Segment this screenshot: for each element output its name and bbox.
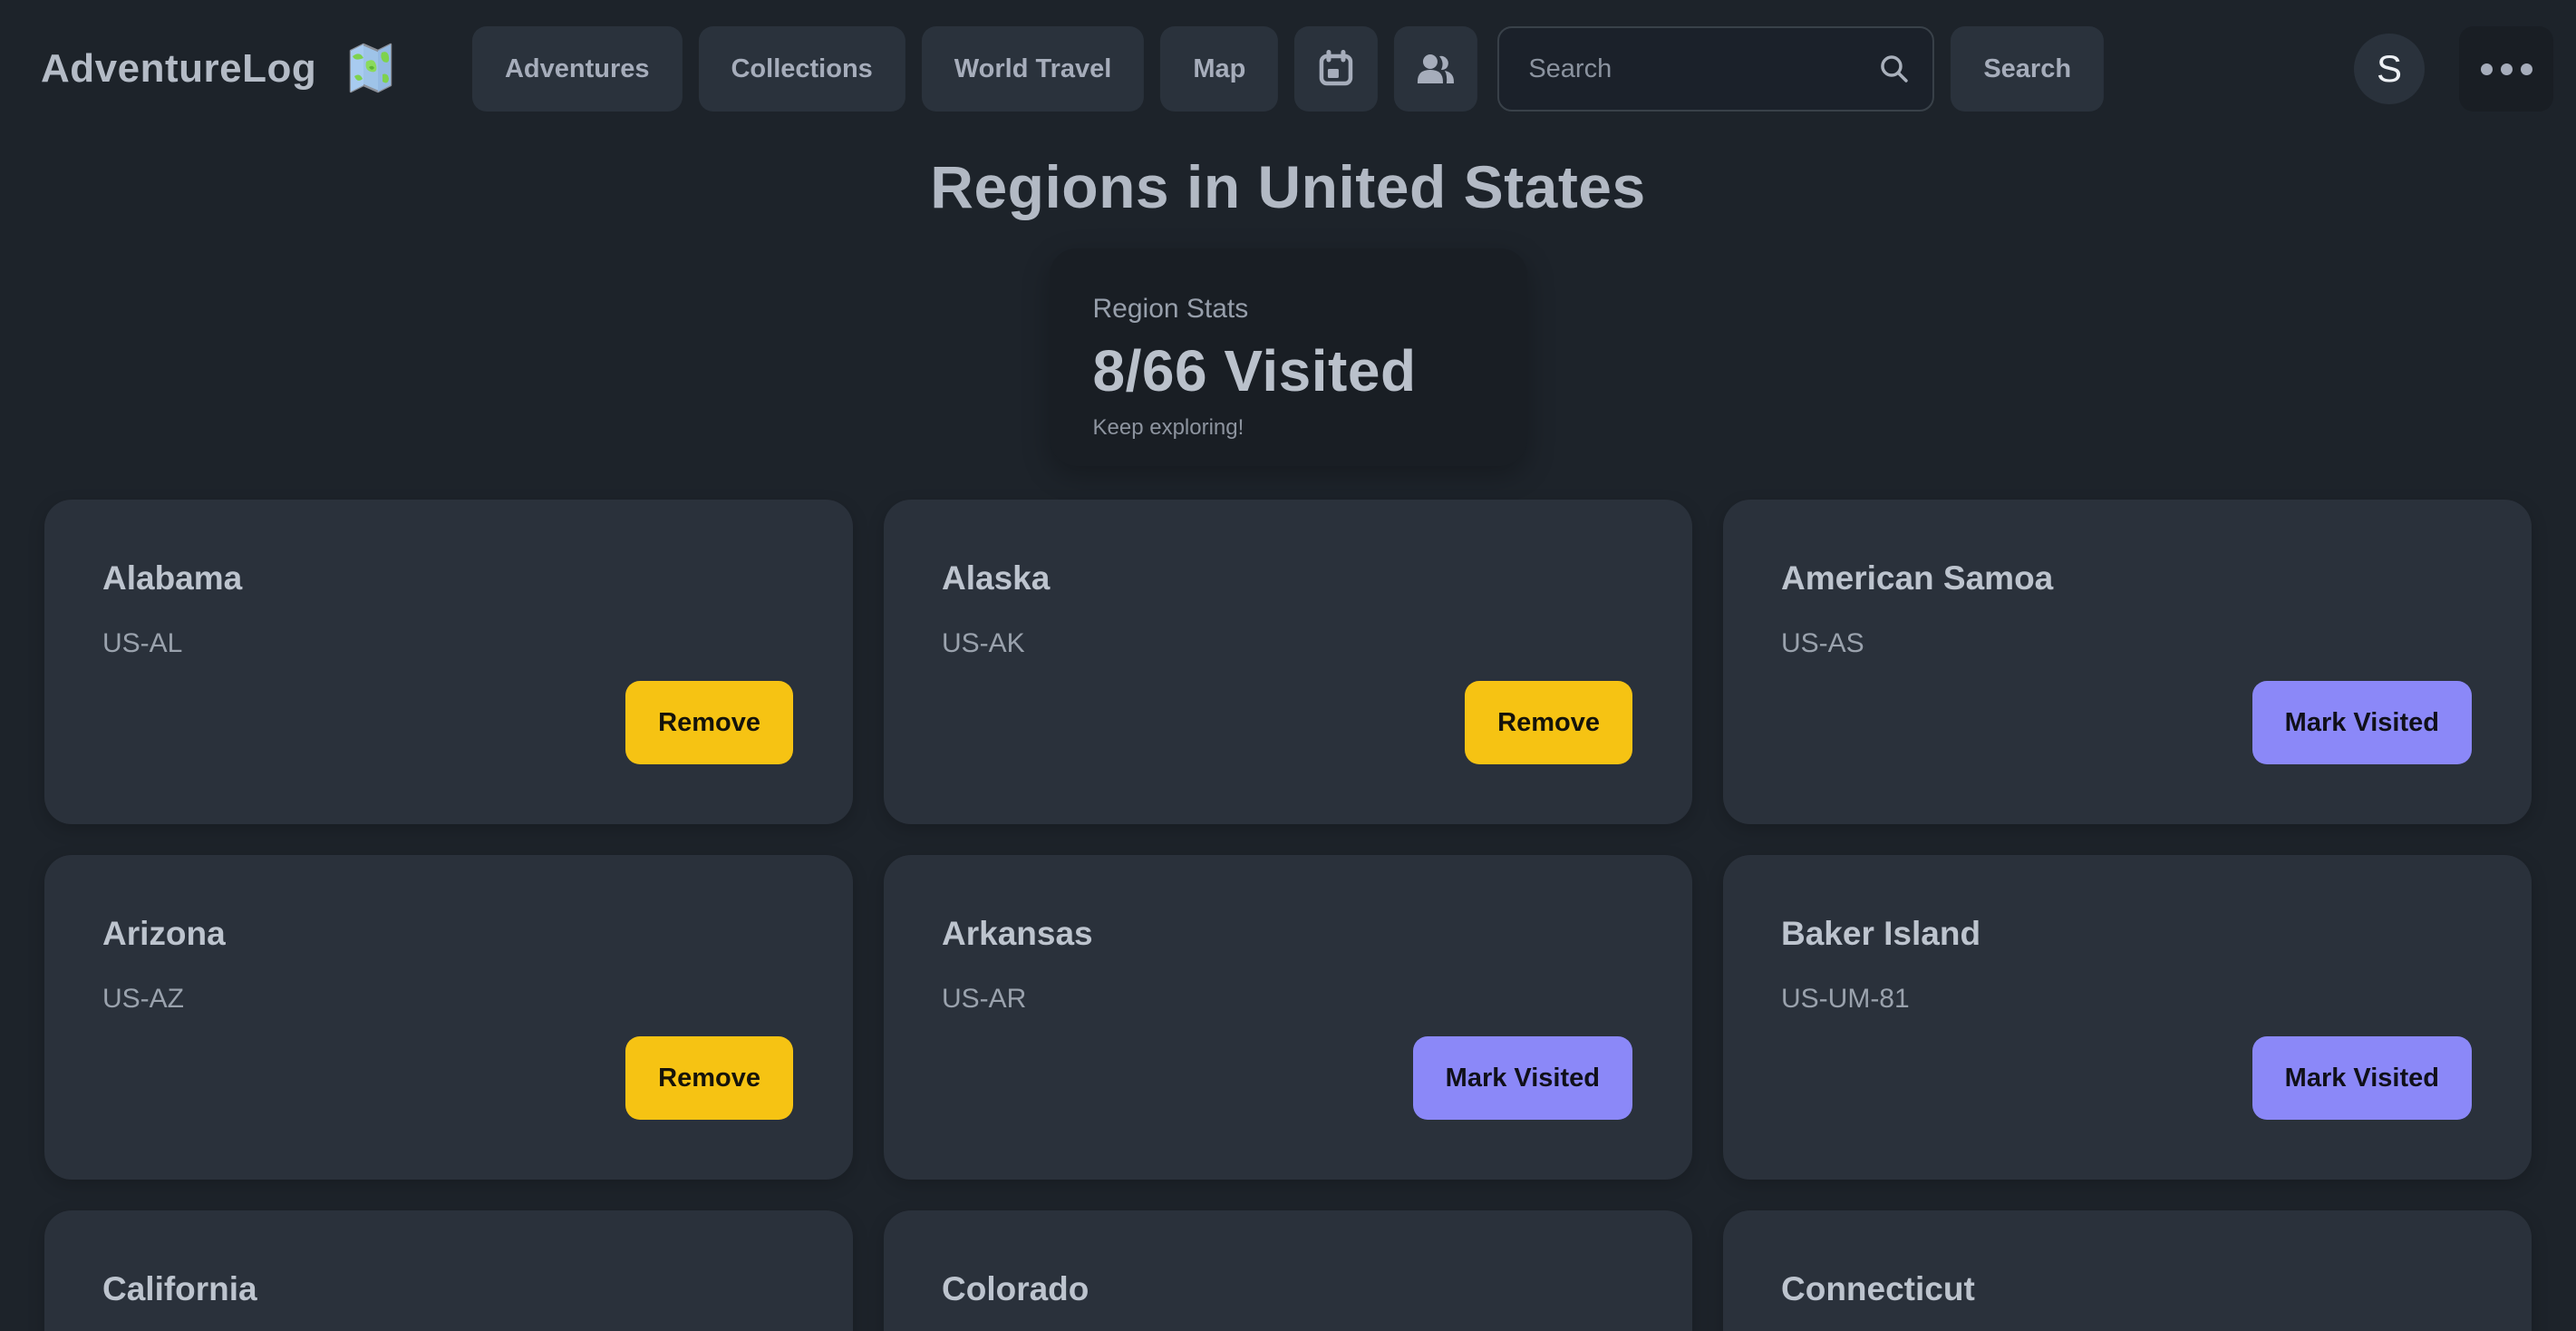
remove-button[interactable]: Remove bbox=[1465, 681, 1632, 764]
nav-item-adventures[interactable]: Adventures bbox=[471, 26, 683, 112]
avatar-initial: S bbox=[2376, 47, 2402, 90]
more-options-button[interactable] bbox=[2459, 26, 2553, 112]
region-name: Colorado bbox=[942, 1270, 1089, 1307]
region-card: Connecticut US-CT bbox=[1723, 1210, 2532, 1331]
calendar-button[interactable] bbox=[1294, 26, 1379, 112]
region-name: Alaska bbox=[942, 559, 1051, 597]
remove-button[interactable]: Remove bbox=[625, 681, 793, 764]
page-title: Regions in United States bbox=[930, 153, 1646, 220]
region-name: California bbox=[102, 1270, 257, 1307]
region-name: Connecticut bbox=[1781, 1270, 1975, 1307]
region-name: Arkansas bbox=[942, 915, 1093, 952]
calendar-icon bbox=[1316, 49, 1356, 89]
brand-title: AdventureLog bbox=[41, 46, 317, 91]
users-button[interactable] bbox=[1394, 26, 1478, 112]
brand-link[interactable]: AdventureLog bbox=[41, 40, 400, 98]
search-container bbox=[1497, 26, 1935, 112]
region-card: Arizona US-AZ Remove bbox=[44, 855, 853, 1180]
stats-label: Region Stats bbox=[1092, 294, 1249, 324]
nav-item-world-travel[interactable]: World Travel bbox=[921, 26, 1145, 112]
users-icon bbox=[1415, 49, 1457, 89]
region-card: Alabama US-AL Remove bbox=[44, 500, 853, 824]
mark-visited-button[interactable]: Mark Visited bbox=[2252, 681, 2472, 764]
region-code: US-UM-81 bbox=[1781, 984, 1910, 1014]
nav-item-map[interactable]: Map bbox=[1160, 26, 1279, 112]
region-card: Alaska US-AK Remove bbox=[884, 500, 1692, 824]
region-code: US-AZ bbox=[102, 984, 184, 1014]
navbar-right: S bbox=[2354, 26, 2553, 112]
regions-grid: Alabama US-AL Remove Alaska US-AK Remove… bbox=[44, 500, 2532, 1331]
map-emoji-icon bbox=[342, 40, 400, 98]
mark-visited-button[interactable]: Mark Visited bbox=[1412, 1036, 1632, 1120]
region-card: Colorado US-CO bbox=[884, 1210, 1692, 1331]
stats-value: 8/66 Visited bbox=[1092, 338, 1417, 403]
region-code: US-AR bbox=[942, 984, 1027, 1014]
region-name: Alabama bbox=[102, 559, 243, 597]
region-code: US-AS bbox=[1781, 628, 1864, 658]
region-card: California US-CA bbox=[44, 1210, 853, 1331]
region-card: Baker Island US-UM-81 Mark Visited bbox=[1723, 855, 2532, 1180]
nav-item-collections[interactable]: Collections bbox=[698, 26, 905, 112]
avatar[interactable]: S bbox=[2354, 34, 2425, 104]
search-button[interactable]: Search bbox=[1951, 26, 2105, 112]
region-stats-card: Region Stats 8/66 Visited Keep exploring… bbox=[1049, 248, 1527, 466]
region-card: Arkansas US-AR Mark Visited bbox=[884, 855, 1692, 1180]
region-code: US-AL bbox=[102, 628, 183, 658]
navbar: AdventureLog Adventures Collections Worl bbox=[0, 0, 2576, 138]
nav-menu: Adventures Collections World Travel Map bbox=[471, 26, 2105, 112]
region-name: Arizona bbox=[102, 915, 226, 952]
region-name: American Samoa bbox=[1781, 559, 2054, 597]
mark-visited-button[interactable]: Mark Visited bbox=[2252, 1036, 2472, 1120]
search-input[interactable] bbox=[1497, 26, 1935, 112]
remove-button[interactable]: Remove bbox=[625, 1036, 793, 1120]
ellipsis-icon bbox=[2480, 63, 2532, 75]
region-code: US-AK bbox=[942, 628, 1025, 658]
stats-description: Keep exploring! bbox=[1092, 415, 1244, 440]
region-name: Baker Island bbox=[1781, 915, 1981, 952]
region-card: American Samoa US-AS Mark Visited bbox=[1723, 500, 2532, 824]
